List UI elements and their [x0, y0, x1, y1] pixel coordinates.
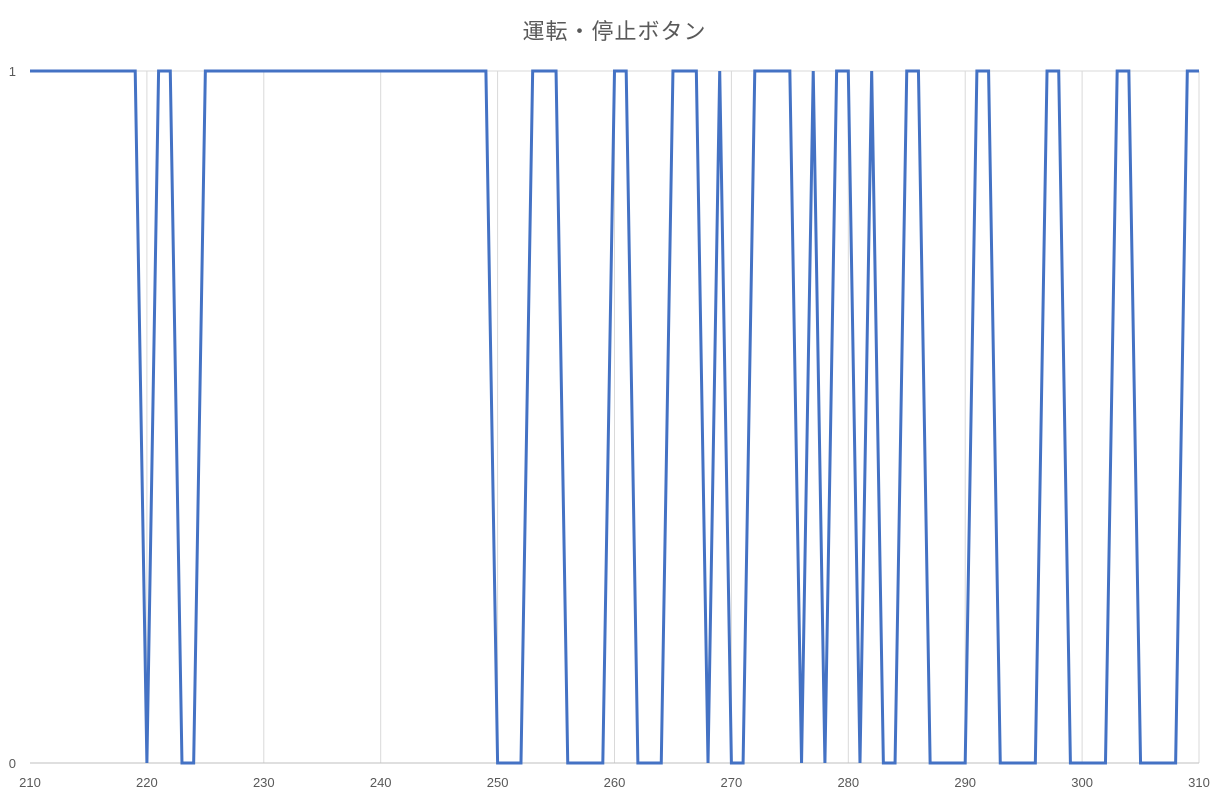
- chart-title: 運転・停止ボタン: [522, 20, 707, 45]
- y-tick-label: 1: [9, 64, 16, 79]
- x-tick-label: 250: [487, 775, 509, 790]
- x-tick-label: 300: [1071, 775, 1093, 790]
- x-tick-label: 280: [837, 775, 859, 790]
- x-tick-label: 310: [1188, 775, 1210, 790]
- x-tick-label: 210: [19, 775, 41, 790]
- y-tick-label: 0: [9, 756, 16, 771]
- x-tick-label: 230: [253, 775, 275, 790]
- x-tick-label: 220: [136, 775, 158, 790]
- x-tick-label: 290: [954, 775, 976, 790]
- x-tick-label: 260: [604, 775, 626, 790]
- x-tick-label: 270: [721, 775, 743, 790]
- x-tick-label: 240: [370, 775, 392, 790]
- series-line: [30, 69, 1199, 765]
